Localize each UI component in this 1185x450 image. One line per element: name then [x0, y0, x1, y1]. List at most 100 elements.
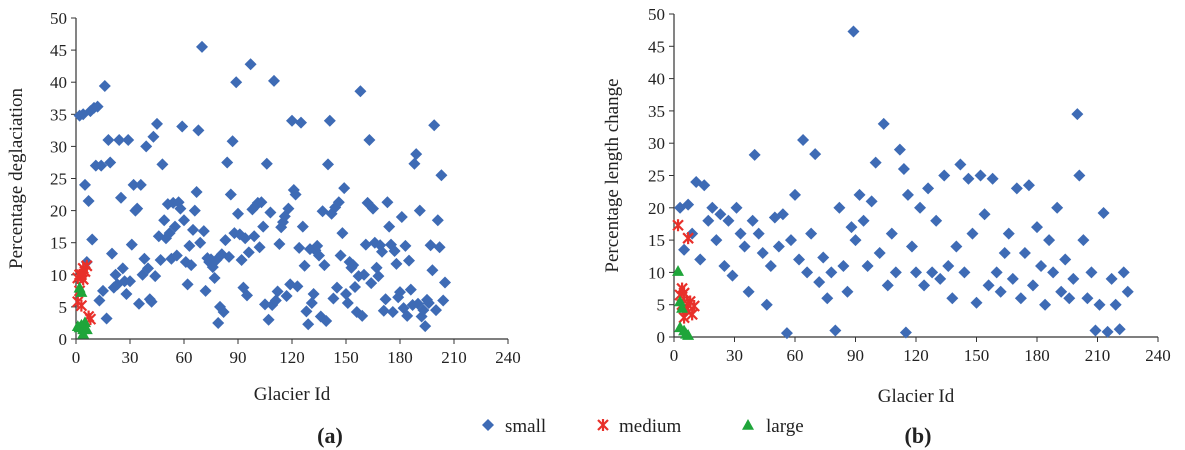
data-point-small [372, 270, 385, 283]
data-point-small [1043, 234, 1056, 247]
data-point-large [672, 265, 685, 276]
data-point-small [1026, 279, 1039, 292]
data-point-small [428, 119, 441, 132]
data-point-small [262, 313, 275, 326]
data-point-small [966, 227, 979, 240]
data-point-small [178, 214, 190, 227]
data-point-small [431, 214, 444, 227]
data-point-small [235, 254, 248, 267]
y-tick-label: 15 [648, 231, 665, 250]
y-tick-label: 10 [50, 266, 67, 285]
data-point-small [404, 283, 417, 296]
data-point-small [958, 266, 971, 279]
data-point-small [340, 288, 352, 301]
data-point-small [221, 156, 234, 169]
data-point-small [127, 178, 140, 191]
data-point-small [817, 251, 830, 264]
data-point-small [320, 315, 333, 328]
data-point-small [1117, 266, 1130, 279]
data-point-small [264, 206, 277, 219]
data-point-medium [682, 232, 694, 245]
panel-label: (b) [905, 423, 932, 448]
data-point-small [187, 223, 199, 236]
x-tick-label: 0 [670, 346, 679, 365]
data-point-small [422, 297, 435, 310]
data-point-small [918, 279, 931, 292]
data-point-medium [678, 287, 690, 300]
data-point-small [169, 220, 181, 233]
data-point-small [1105, 272, 1118, 285]
series-large [71, 281, 93, 339]
series-small [73, 40, 451, 333]
data-point-small [116, 262, 129, 275]
data-point-small [305, 297, 318, 310]
data-point-small [1014, 292, 1027, 305]
data-point-small [106, 247, 118, 260]
data-point-small [156, 158, 169, 171]
data-point-small [124, 275, 136, 288]
data-point-small [376, 245, 388, 258]
data-point-small [390, 257, 403, 270]
data-point-small [322, 158, 334, 171]
y-tick-label: 25 [648, 167, 665, 186]
data-point-small [730, 201, 743, 214]
data-point-small [974, 169, 987, 182]
data-point-small [1010, 182, 1023, 195]
data-point-small [1097, 206, 1110, 219]
series-large [672, 265, 695, 340]
data-point-small [994, 285, 1007, 298]
legend-label: small [505, 416, 546, 437]
data-point-small [226, 135, 239, 148]
data-point-small [922, 182, 935, 195]
data-point-small [698, 179, 711, 192]
data-point-large [80, 323, 93, 335]
data-point-small [269, 294, 282, 307]
data-point-small [271, 285, 284, 298]
x-tick-label: 210 [441, 348, 467, 367]
data-point-small [199, 284, 212, 297]
data-point-large [75, 286, 88, 297]
data-point-small [183, 239, 196, 252]
data-point-small [1113, 323, 1126, 336]
data-point-small [1051, 201, 1064, 214]
data-point-small [1089, 324, 1102, 337]
data-point-small [313, 249, 325, 262]
data-point-small [1109, 298, 1122, 311]
data-point-small [356, 309, 369, 322]
data-point-small [986, 172, 999, 185]
data-point-small [942, 259, 955, 272]
x-tick-label: 60 [787, 346, 804, 365]
data-point-small [742, 285, 755, 298]
data-point-small [1006, 272, 1019, 285]
data-point-small [125, 238, 138, 251]
data-point-small [821, 292, 834, 305]
data-point-small [147, 130, 160, 143]
y-tick-label: 0 [59, 330, 68, 349]
data-point-small [388, 245, 401, 258]
x-tick-label: 0 [72, 348, 81, 367]
x-tick-label: 240 [1145, 346, 1171, 365]
data-point-large [682, 329, 695, 340]
data-point-small [120, 288, 133, 301]
data-point-small [194, 236, 207, 249]
data-point-small [307, 288, 320, 301]
y-tick-label: 30 [50, 137, 67, 156]
data-point-small [809, 148, 822, 161]
data-point-small [149, 270, 162, 283]
data-point-small [223, 250, 235, 263]
data-point-small [138, 252, 151, 265]
data-point-small [399, 239, 412, 252]
data-point-small [930, 214, 943, 227]
x-axis-title: Glacier Id [878, 386, 955, 407]
data-point-small [946, 292, 959, 305]
data-point-small [881, 279, 894, 292]
data-point-small [217, 306, 230, 319]
data-point-small [208, 272, 221, 285]
data-point-small [332, 196, 345, 209]
data-point-small [408, 157, 421, 170]
data-point-small [845, 221, 858, 234]
data-point-small [738, 240, 751, 253]
data-point-small [837, 259, 850, 272]
data-point-small [726, 269, 739, 282]
data-point-small [764, 259, 777, 272]
